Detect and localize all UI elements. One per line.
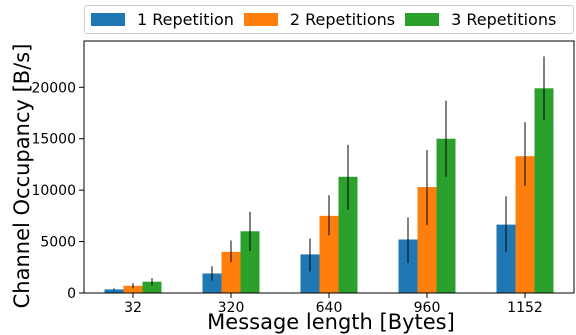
bar-3-repetitions-320 — [240, 231, 260, 293]
bar-3-repetitions-1152 — [534, 88, 554, 293]
y-tick-label: 20000 — [31, 80, 76, 96]
bar-1-repetition-640 — [300, 254, 320, 293]
y-tick-label: 5000 — [40, 235, 76, 251]
bar-2-repetitions-640 — [319, 215, 339, 293]
legend-item-2-repetitions: 2 Repetitions — [243, 10, 396, 29]
y-tick-label: 0 — [67, 286, 76, 302]
legend-item-3-repetitions: 3 Repetitions — [405, 10, 556, 29]
bar-3-repetitions-32 — [142, 281, 162, 293]
bar-1-repetition-960 — [398, 239, 418, 293]
bar-1-repetition-32 — [104, 289, 124, 293]
legend-label: 3 Repetitions — [451, 10, 557, 29]
legend: 1 Repetition 2 Repetitions 3 Repetitions — [84, 5, 574, 34]
legend-swatch-2-repetitions — [243, 13, 278, 26]
legend-swatch-3-repetitions — [405, 13, 440, 26]
legend-swatch-1-repetition — [91, 13, 125, 26]
x-tick-label: 320 — [218, 300, 245, 316]
legend-label: 2 Repetitions — [289, 10, 396, 29]
legend-item-1-repetition: 1 Repetition — [91, 10, 234, 29]
bar-2-repetitions-320 — [221, 251, 241, 293]
x-tick-label: 640 — [316, 300, 343, 316]
x-tick-label: 960 — [414, 300, 441, 316]
bar-2-repetitions-960 — [417, 187, 437, 293]
x-tick-label: 32 — [124, 300, 142, 316]
bar-2-repetitions-32 — [123, 285, 143, 293]
bar-2-repetitions-1152 — [515, 156, 535, 293]
bar-1-repetition-320 — [202, 273, 222, 293]
plot-frame — [83, 40, 575, 294]
x-tick-label: 1152 — [507, 300, 543, 316]
y-axis-label: Channel Occupancy [B/s] — [10, 44, 34, 309]
bar-3-repetitions-640 — [338, 176, 358, 293]
legend-label: 1 Repetition — [137, 10, 234, 29]
y-tick-label: 15000 — [31, 132, 76, 148]
y-tick-label: 10000 — [31, 183, 76, 199]
bar-3-repetitions-960 — [436, 138, 456, 293]
x-axis-label: Message length [Bytes] — [207, 310, 455, 334]
bar-1-repetition-1152 — [496, 224, 516, 293]
